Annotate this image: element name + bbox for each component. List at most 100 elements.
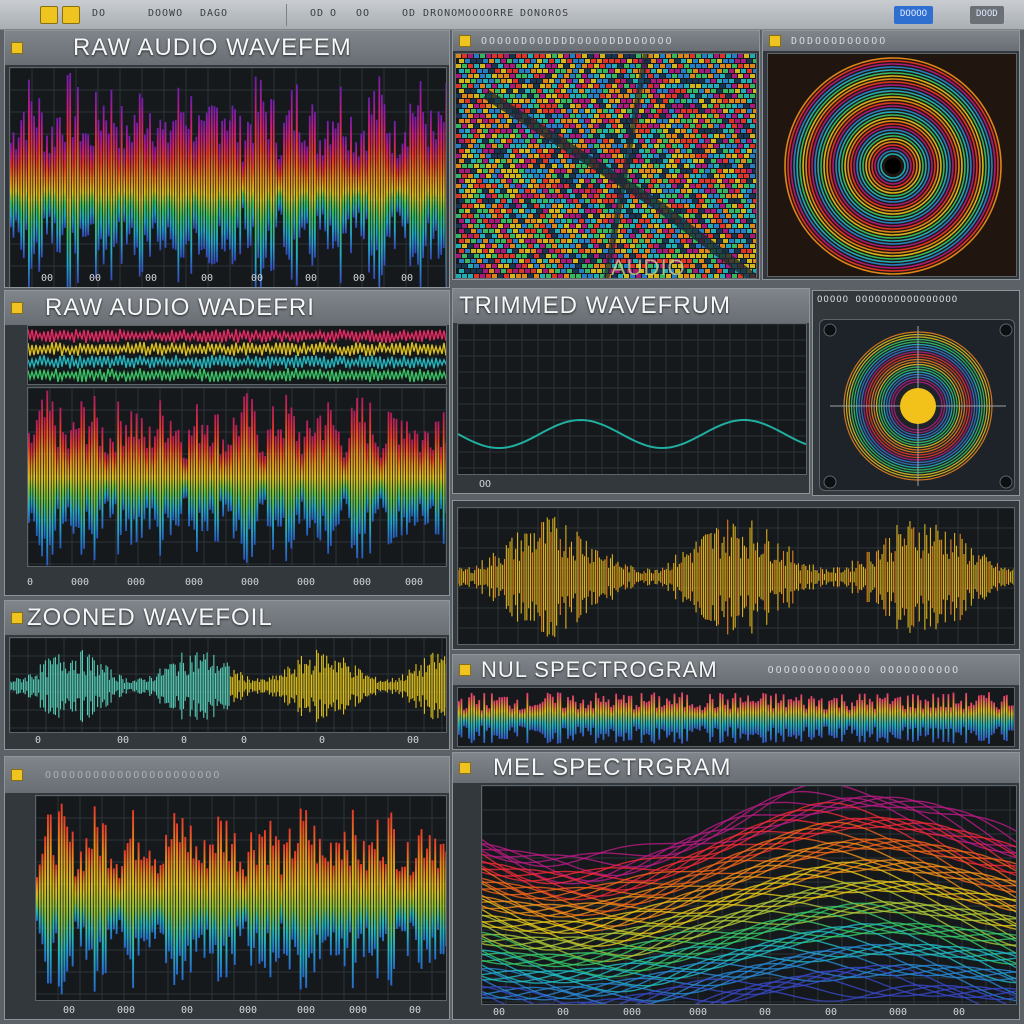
x-tick-label: 000 [297, 1005, 316, 1016]
waveform-panel-bottom: OOOOOOOOOOOOOOOOOOOOOO 00 000 00 000 000… [4, 756, 450, 1020]
toolbar-divider [286, 4, 287, 26]
x-tick-label: 000 [241, 577, 260, 588]
mel-spectrogram-panel: MEL SPECTRGRAM 00 00 000 000 00 00 000 0… [452, 752, 1020, 1020]
toolbar-label[interactable]: DO [92, 8, 107, 19]
pin-icon[interactable] [11, 769, 23, 781]
waveform-plot [35, 795, 447, 1001]
waveform-detail-panel [452, 500, 1020, 650]
panel-title: OOOOOOOOOOOOOOOOOOOOOO [45, 769, 222, 781]
x-tick-label: 00 [825, 1007, 838, 1018]
pin-icon[interactable] [459, 762, 471, 774]
x-tick-label: 00 [63, 1005, 76, 1016]
x-tick-label: 00 [201, 273, 214, 284]
mel-small-plot [457, 687, 1015, 747]
x-tick-label: 00 [117, 735, 130, 746]
pin-icon[interactable] [11, 42, 23, 54]
pin-icon[interactable] [11, 302, 23, 314]
zoomed-plot [9, 637, 447, 733]
x-tick-label: 000 [349, 1005, 368, 1016]
x-tick-label: 0 [319, 735, 326, 746]
panel-header: RAW AUDIO WAVEFEM [5, 31, 449, 65]
panel-header: TRIMMED WAVEFRUM [453, 289, 809, 323]
pin-icon[interactable] [459, 35, 471, 47]
raw-waveform-panel: RAW AUDIO WAVEFEM 00 00 00 00 00 00 00 0… [4, 30, 450, 288]
panel-title: DODOOODOOOOO [791, 35, 888, 47]
x-tick-label: 00 [251, 273, 264, 284]
panel-title: NUL SPECTROGRAM [481, 657, 718, 682]
toolbar-label[interactable]: DONOROS [520, 8, 570, 19]
toolbar-button-icon[interactable] [40, 6, 58, 24]
toolbar-label[interactable]: DOOWO [148, 8, 184, 19]
x-tick-label: 00 [759, 1007, 772, 1018]
radial-plot [767, 53, 1017, 277]
panel-title: ZOONED WAVEFOIL [27, 604, 273, 631]
x-tick-label: 000 [889, 1007, 908, 1018]
pin-icon[interactable] [459, 664, 471, 676]
panel-header: RAW AUDIO WADEFRI [5, 291, 449, 325]
panel-title: RAW AUDIO WAVEFEM [73, 34, 352, 61]
toolbar-action-button[interactable]: DOOOO [894, 6, 934, 24]
toolbar-label[interactable]: DAGO [200, 8, 229, 19]
audio-overlay-label: AUDIO [611, 255, 686, 280]
pin-icon[interactable] [11, 612, 23, 624]
x-tick-label: 000 [353, 577, 372, 588]
x-tick-label: 00 [305, 273, 318, 284]
x-tick-label: 0 [27, 577, 34, 588]
panel-header: DODOOODOOOOO [763, 31, 1019, 51]
top-toolbar: DO DOOWO DAGO OD O OO OD DRONOMOOOORRE D… [0, 0, 1024, 30]
zoomed-waveform-panel: ZOONED WAVEFOIL 0 00 0 0 0 00 [4, 600, 450, 750]
toolbar-button-icon[interactable] [62, 6, 80, 24]
x-tick-label: 00 [145, 273, 158, 284]
waveform-plot [9, 67, 447, 287]
trimmed-waveform-panel: TRIMMED WAVEFRUM OO [452, 288, 810, 494]
radial-spectrum-panel: DODOOODOOOOO [762, 30, 1020, 280]
footer-label: OO [479, 479, 492, 490]
trimmed-plot [457, 323, 807, 475]
radial-spectrum-panel-2: OOOOO OOOOOOOOOOOOOOOO [812, 290, 1020, 496]
x-tick-label: 00 [353, 273, 366, 284]
toolbar-label[interactable]: OD [310, 8, 325, 19]
x-tick-label: 000 [297, 577, 316, 588]
panel-header: OOOOOOOOOOOOOOOOOOOOOO [5, 757, 449, 793]
audio-3d-image [455, 53, 757, 279]
x-tick-label: 00 [89, 273, 102, 284]
x-tick-label: 00 [407, 735, 420, 746]
x-tick-label: 000 [689, 1007, 708, 1018]
panel-header: OOOOODOODDDDOOOODDDOOOOO [453, 31, 759, 51]
x-tick-label: 0 [181, 735, 188, 746]
pin-icon[interactable] [769, 35, 781, 47]
panel-header: ZOONED WAVEFOIL [5, 601, 449, 635]
waveform-plot [27, 387, 447, 567]
panel-title: OOOOO OOOOOOOOOOOOOOOO [817, 295, 959, 305]
panel-title: RAW AUDIO WADEFRI [45, 294, 315, 321]
waveform-overview-plot [27, 325, 447, 385]
radial-plot [819, 319, 1015, 491]
panel-title: OOOOODOODDDDOOOODDDOOOOO [481, 35, 674, 47]
panel-title: MEL SPECTRGRAM [493, 754, 732, 781]
x-tick-label: 00 [181, 1005, 194, 1016]
panel-header: MEL SPECTRGRAM [453, 753, 1019, 783]
x-tick-label: 000 [71, 577, 90, 588]
x-tick-label: 0 [241, 735, 248, 746]
x-tick-label: 00 [409, 1005, 422, 1016]
mel-spectrogram-panel-small: NUL SPECTROGRAM OOOOOOOOOOOOO OOOOOOOOOO [452, 654, 1020, 750]
x-tick-label: 000 [127, 577, 146, 588]
x-tick-label: 000 [239, 1005, 258, 1016]
x-tick-label: 00 [401, 273, 414, 284]
toolbar-action-button[interactable]: DOOD [970, 6, 1004, 24]
waveform-detail-plot [457, 507, 1015, 645]
toolbar-label[interactable]: OD DRONOMOOOORRE [402, 8, 515, 19]
x-tick-label: 000 [623, 1007, 642, 1018]
panel-subtitle: OOOOOOOOOOOOO OOOOOOOOOO [767, 664, 961, 676]
x-tick-label: 00 [493, 1007, 506, 1018]
x-tick-label: 000 [185, 577, 204, 588]
audio-3d-panel: OOOOODOODDDDOOOODDDOOOOO AUDIO [452, 30, 760, 280]
mel-spectrogram-plot [481, 785, 1017, 1005]
toolbar-label[interactable]: O [330, 8, 338, 19]
panel-title: TRIMMED WAVEFRUM [459, 292, 731, 319]
x-tick-label: 000 [117, 1005, 136, 1016]
panel-header: NUL SPECTROGRAM OOOOOOOOOOOOO OOOOOOOOOO [453, 655, 1019, 685]
x-tick-label: 0 [35, 735, 42, 746]
toolbar-label[interactable]: OO [356, 8, 371, 19]
x-tick-label: 00 [953, 1007, 966, 1018]
